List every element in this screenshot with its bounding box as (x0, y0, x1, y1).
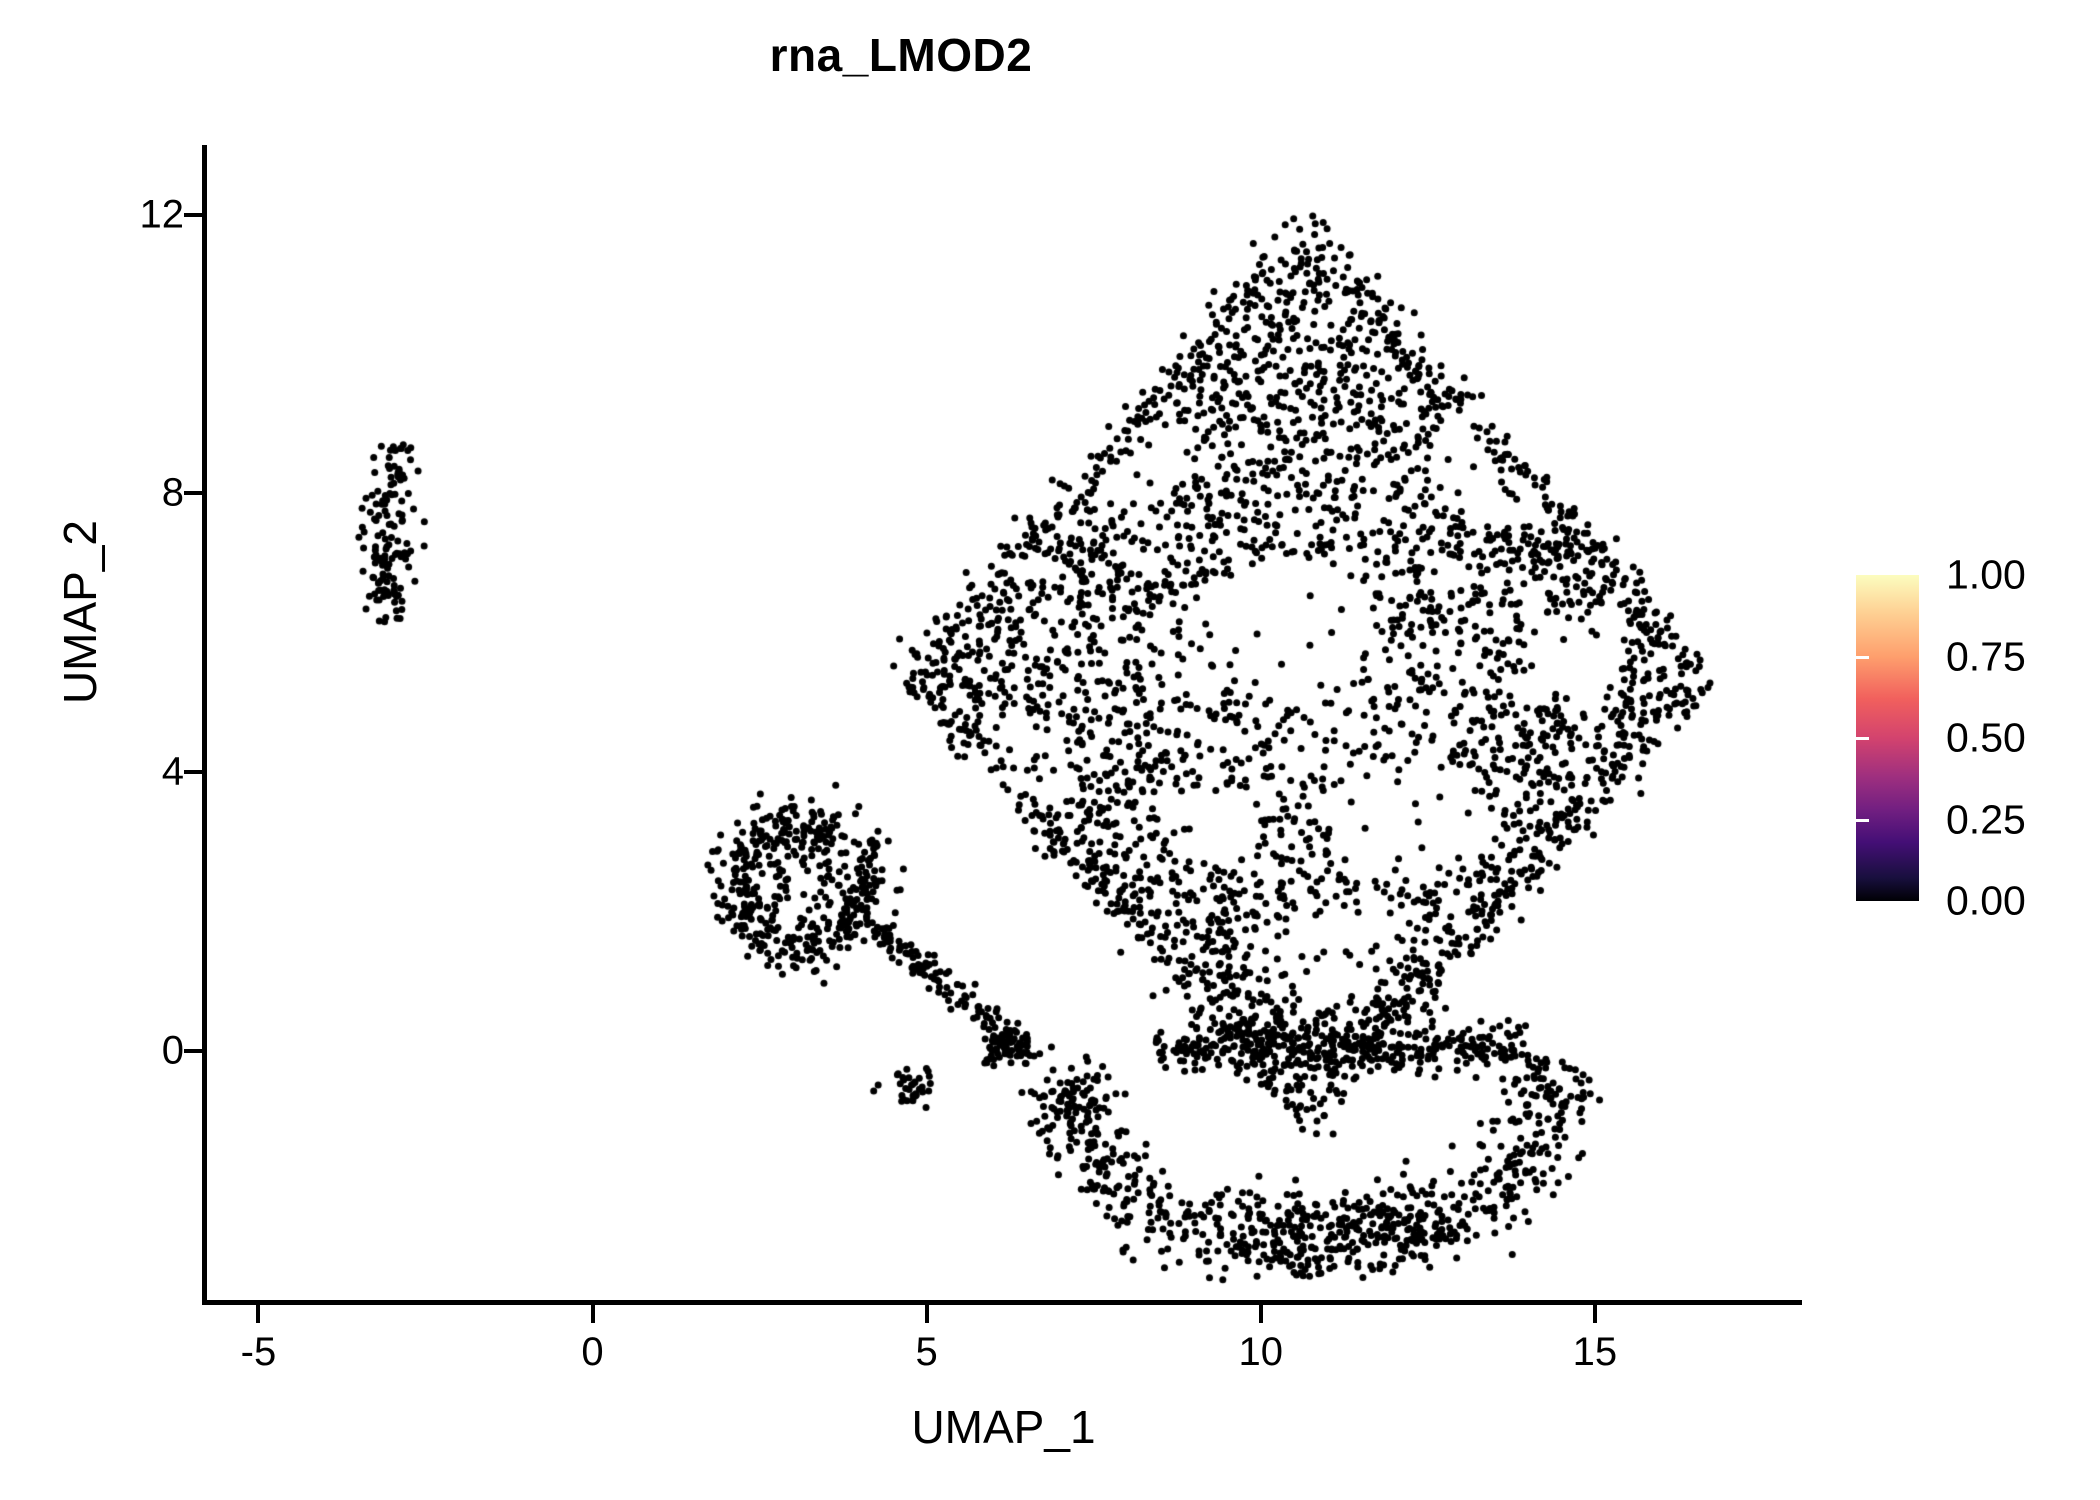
color-legend[interactable]: 1.00 0.75 0.50 0.25 0.00 (1856, 552, 2086, 924)
y-tick-mark (184, 770, 202, 775)
legend-tick-right (2073, 818, 2086, 822)
x-tick-mark (256, 1305, 261, 1323)
x-tick-label: -5 (240, 1330, 277, 1374)
x-tick-label: 0 (581, 1330, 604, 1374)
legend-label: 0.25 (1946, 796, 2026, 842)
legend-tick-left (1856, 655, 1869, 659)
y-tick-label: 8 (161, 470, 184, 515)
page-title: rna_LMOD2 (769, 29, 1033, 81)
y-tick-label: 12 (139, 192, 185, 237)
x-tick-label: 5 (915, 1330, 938, 1374)
x-tick-label: 15 (1572, 1330, 1618, 1374)
legend-label: 0.00 (1946, 877, 2026, 924)
y-tick-label: 0 (161, 1028, 184, 1073)
y-axis-line (202, 145, 207, 1305)
legend-tick-left (1856, 818, 1869, 822)
x-tick-label: 10 (1238, 1330, 1284, 1374)
x-axis-title: UMAP_1 (911, 1401, 1096, 1453)
x-tick-mark (924, 1305, 929, 1323)
scatter-points-canvas (205, 145, 1802, 1302)
legend-tick-left (1856, 737, 1869, 740)
y-tick-mark (184, 1049, 202, 1054)
x-axis-line (202, 1300, 1802, 1305)
y-axis-title: UMAP_2 (54, 519, 106, 705)
legend-tick-right (2073, 737, 2086, 740)
legend-label: 1.00 (1946, 551, 2026, 598)
legend-tick-right (2073, 655, 2086, 659)
x-tick-mark (1258, 1305, 1263, 1323)
y-tick-mark (184, 212, 202, 217)
plot-panel (205, 145, 1802, 1302)
x-tick-mark (590, 1305, 595, 1323)
y-tick-label: 4 (161, 749, 184, 794)
legend-label: 0.50 (1946, 714, 2026, 761)
x-tick-mark (1592, 1305, 1597, 1323)
legend-label: 0.75 (1946, 633, 2026, 679)
y-tick-mark (184, 491, 202, 496)
